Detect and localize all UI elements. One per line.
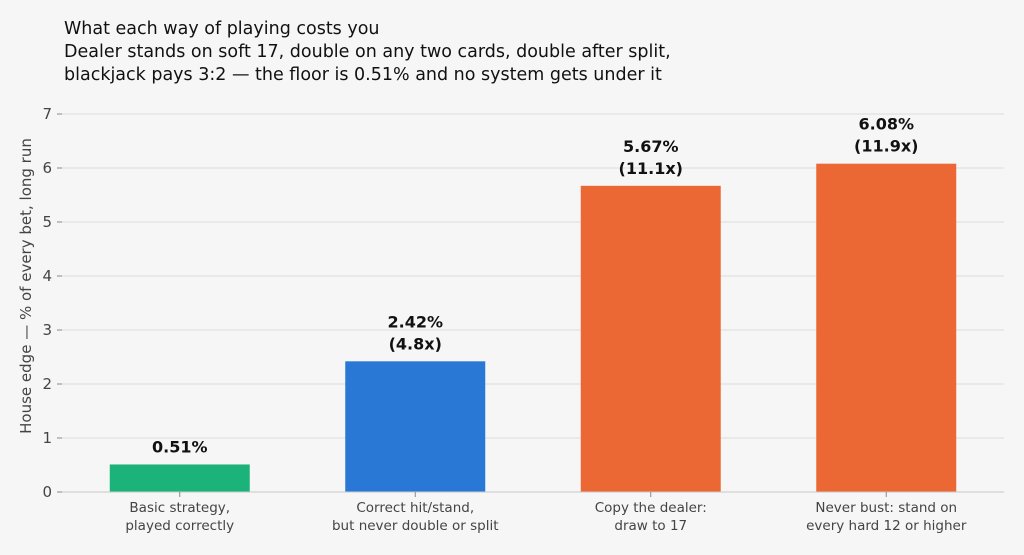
data-label: 5.67% <box>623 137 679 156</box>
y-tick-label: 3 <box>42 321 52 339</box>
data-label: 6.08% <box>858 115 914 134</box>
chart-title-line: Dealer stands on soft 17, double on any … <box>64 42 671 62</box>
y-axis-label: House edge — % of every bet, long run <box>17 138 35 434</box>
gridlines <box>62 113 1004 439</box>
bar <box>580 185 721 492</box>
y-tick-label: 0 <box>42 483 52 501</box>
bar <box>345 361 486 492</box>
y-tick-label: 5 <box>42 213 52 231</box>
y-tick-label: 6 <box>42 159 52 177</box>
x-axis: Basic strategy, played correctly Correct h… <box>62 491 1004 534</box>
x-tick-label: draw to 17 <box>614 518 687 534</box>
bar <box>109 464 250 492</box>
x-tick-label: Correct hit/stand, <box>356 500 474 516</box>
x-tick-label: but never double or split <box>332 518 499 534</box>
x-tick-label: every hard 12 or higher <box>806 518 967 534</box>
data-label: (4.8x) <box>389 334 442 353</box>
bar <box>816 163 957 492</box>
y-axis: 0 1 2 3 4 5 6 7 <box>42 105 62 501</box>
data-labels: 0.51% 2.42% (4.8x) 5.67% (11.1x) 6.08% (11.9x) <box>152 115 918 457</box>
y-tick-label: 2 <box>42 375 52 393</box>
data-label: 2.42% <box>387 312 443 331</box>
chart-title-line: What each way of playing costs you <box>64 19 380 39</box>
y-tick-label: 1 <box>42 429 52 447</box>
chart-title: What each way of playing costs you Dealer… <box>64 19 671 85</box>
data-label: (11.9x) <box>854 137 918 156</box>
x-tick-label: Never bust: stand on <box>815 500 957 516</box>
y-tick-label: 4 <box>42 267 52 285</box>
data-label: 0.51% <box>152 437 208 456</box>
data-label: (11.1x) <box>619 159 683 178</box>
y-tick-label: 7 <box>42 105 52 123</box>
x-tick-label: Basic strategy, <box>129 500 230 516</box>
chart-title-line: blackjack pays 3:2 — the floor is 0.51% … <box>64 65 662 85</box>
x-tick-label: Copy the dealer: <box>595 500 707 516</box>
bars <box>109 163 957 492</box>
x-tick-label: played correctly <box>125 518 234 534</box>
